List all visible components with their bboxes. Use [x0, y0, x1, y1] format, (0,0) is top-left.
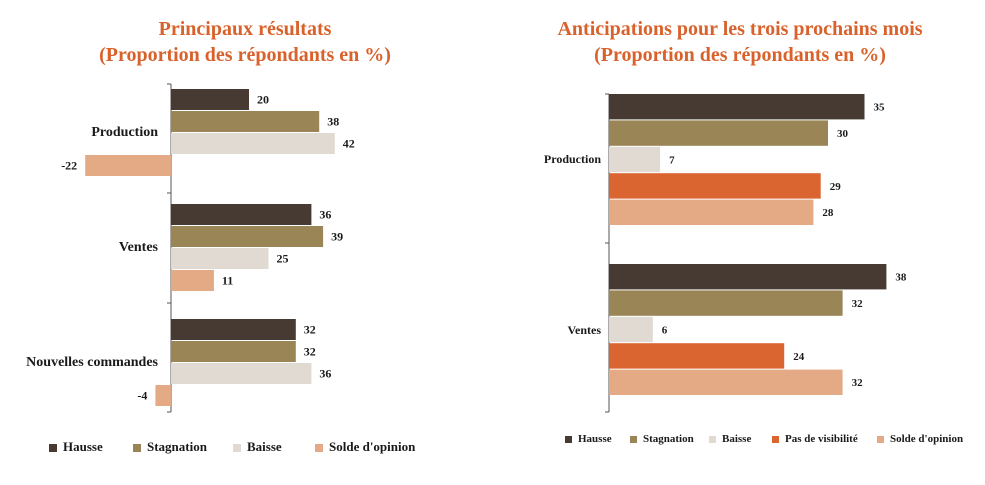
- legend-label-baisse: Baisse: [247, 439, 282, 454]
- legend-swatch-solde-d-opinion: [877, 436, 884, 443]
- data-label-hausse-production: 20: [257, 93, 269, 107]
- data-label-stagnation-production: 30: [837, 128, 849, 140]
- category-label-ventes: Ventes: [567, 323, 601, 337]
- data-label-solde-d-opinion-ventes: 11: [222, 274, 233, 288]
- data-label-solde-d-opinion-production: 28: [822, 207, 834, 219]
- category-label-production: Production: [544, 152, 601, 166]
- bar-pas-de-visibilite-production: [609, 173, 821, 199]
- legend-item-baisse: Baisse: [709, 433, 751, 445]
- bar-stagnation-production: [609, 120, 828, 146]
- chart-title-line-2: (Proportion des répondants en %): [594, 44, 886, 66]
- legend-label-stagnation: Stagnation: [643, 433, 694, 445]
- bar-hausse-ventes: [609, 264, 887, 290]
- legend-swatch-hausse: [565, 436, 572, 443]
- bar-baisse-production: [171, 133, 335, 154]
- data-label-pas-de-visibilite-production: 29: [830, 181, 842, 193]
- bar-solde-d-opinion-nouvelles-commandes: [155, 385, 171, 406]
- data-label-hausse-ventes: 38: [895, 272, 907, 284]
- bar-solde-d-opinion-production: [609, 199, 814, 225]
- category-label-nouvelles-commandes: Nouvelles commandes: [26, 355, 158, 370]
- chart-title-line-1: Anticipations pour les trois prochains m…: [557, 18, 923, 40]
- legend-label-solde-d-opinion: Solde d'opinion: [890, 433, 963, 445]
- legend-label-stagnation: Stagnation: [147, 439, 208, 454]
- bar-chart-results: Production203842-22Ventes36392511Nouvell…: [26, 83, 416, 454]
- chart-panel-results: Principaux résultats (Proportion des rép…: [0, 0, 490, 485]
- data-label-hausse-production: 35: [874, 102, 886, 114]
- bar-stagnation-nouvelles-commandes: [171, 341, 296, 362]
- data-label-hausse-nouvelles-commandes: 32: [304, 323, 316, 337]
- bar-baisse-ventes: [171, 248, 269, 269]
- data-label-hausse-ventes: 36: [319, 208, 331, 222]
- bar-baisse-nouvelles-commandes: [171, 363, 312, 384]
- bar-hausse-nouvelles-commandes: [171, 319, 296, 340]
- data-label-baisse-production: 42: [343, 137, 355, 151]
- legend-label-hausse: Hausse: [63, 439, 103, 454]
- bar-stagnation-ventes: [609, 290, 843, 316]
- bar-hausse-production: [171, 89, 249, 110]
- bar-solde-d-opinion-ventes: [171, 270, 214, 291]
- legend-label-hausse: Hausse: [578, 433, 612, 445]
- data-label-baisse-ventes: 25: [277, 252, 289, 266]
- bar-chart-forecast: Production 35 30 7 29 28 Ventes 38 32 6 24 32 Hausse…: [544, 93, 963, 445]
- bar-hausse-production: [609, 94, 865, 120]
- chart-title-forecast: Anticipations pour les trois prochains m…: [495, 16, 985, 68]
- legend-swatch-solde-d-opinion: [315, 444, 323, 452]
- legend-item-pas-de-visibilite: Pas de visibilité: [772, 433, 858, 445]
- bar-baisse-production: [609, 146, 661, 173]
- legend-swatch-hausse: [49, 444, 57, 452]
- bar-pas-de-visibilite-ventes: [609, 343, 785, 369]
- legend-swatch-pas-de-visibilite: [772, 436, 779, 443]
- category-label-production: Production: [91, 125, 158, 140]
- chart-panel-forecast: Anticipations pour les trois prochains m…: [495, 0, 985, 485]
- bar-solde-d-opinion-ventes: [609, 369, 843, 395]
- data-label-baisse-nouvelles-commandes: 36: [319, 367, 331, 381]
- chart-title-line-1: Principaux résultats: [158, 18, 332, 40]
- data-label-stagnation-production: 38: [327, 115, 339, 129]
- bar-baisse-ventes: [609, 316, 653, 343]
- legend-swatch-baisse: [233, 444, 241, 452]
- bar-hausse-ventes: [171, 204, 312, 225]
- legend-item-stagnation: Stagnation: [133, 439, 208, 454]
- legend-item-hausse: Hausse: [565, 433, 612, 445]
- data-label-stagnation-ventes: 39: [331, 230, 343, 244]
- legend-swatch-stagnation: [630, 436, 637, 443]
- data-label-solde-d-opinion-ventes: 32: [852, 377, 864, 389]
- data-label-baisse-ventes: 6: [662, 324, 668, 336]
- category-label-ventes: Ventes: [119, 240, 159, 255]
- data-label-solde-d-opinion-production: -22: [61, 159, 77, 173]
- data-label-pas-de-visibilite-ventes: 24: [793, 351, 805, 363]
- bar-solde-d-opinion-production: [85, 155, 171, 176]
- legend-item-baisse: Baisse: [233, 439, 282, 454]
- legend-label-solde-d-opinion: Solde d'opinion: [329, 439, 416, 454]
- data-label-solde-d-opinion-nouvelles-commandes: -4: [137, 389, 147, 403]
- legend-swatch-baisse: [709, 436, 716, 443]
- legend-item-solde-d-opinion: Solde d'opinion: [877, 433, 963, 445]
- bar-stagnation-production: [171, 111, 320, 132]
- legend-item-hausse: Hausse: [49, 439, 103, 454]
- legend-item-solde-d-opinion: Solde d'opinion: [315, 439, 416, 454]
- legend-label-pas-de-visibilite: Pas de visibilité: [785, 433, 858, 445]
- data-label-baisse-production: 7: [669, 154, 675, 166]
- data-label-stagnation-nouvelles-commandes: 32: [304, 345, 316, 359]
- data-label-stagnation-ventes: 32: [852, 298, 864, 310]
- chart-title-line-2: (Proportion des répondants en %): [99, 44, 391, 66]
- legend-swatch-stagnation: [133, 444, 141, 452]
- legend-item-stagnation: Stagnation: [630, 433, 694, 445]
- legend-label-baisse: Baisse: [722, 433, 751, 445]
- bar-stagnation-ventes: [171, 226, 324, 247]
- chart-title-results: Principaux résultats (Proportion des rép…: [0, 16, 490, 68]
